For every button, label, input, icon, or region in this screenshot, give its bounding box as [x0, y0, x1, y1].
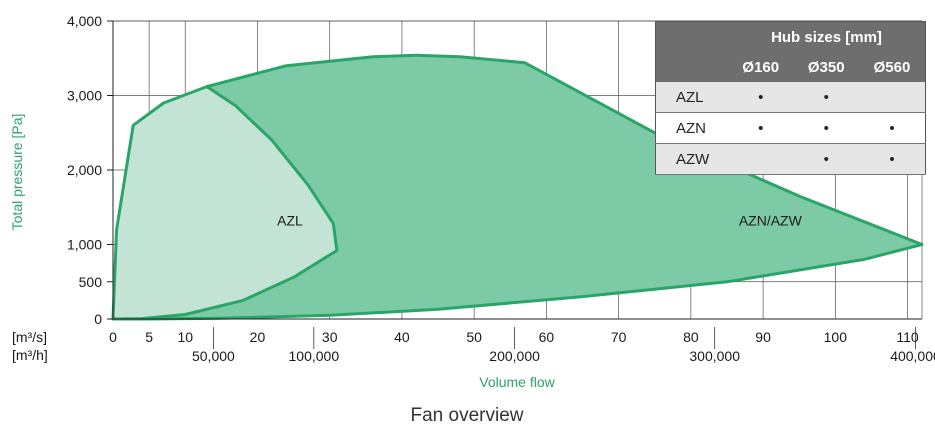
x-unit-primary: [m³/s] — [12, 329, 47, 345]
region-label: AZN/AZW — [739, 213, 803, 229]
secondary-tick-label: 50,000 — [192, 348, 235, 364]
x-tick-label: 70 — [611, 329, 627, 345]
hub-mark: • — [794, 144, 860, 175]
hub-mark: • — [794, 113, 860, 144]
x-tick-label: 100 — [824, 329, 848, 345]
table-header-spacer — [656, 22, 729, 53]
x-tick-label: 110 — [896, 329, 919, 345]
x-tick-label: 20 — [250, 329, 266, 345]
x-tick-label: 60 — [539, 329, 555, 345]
secondary-tick-label: 100,000 — [289, 348, 340, 364]
table-row: AZW • • — [656, 144, 926, 175]
x-tick-label: 50 — [466, 329, 482, 345]
x-unit-secondary: [m³/h] — [12, 347, 48, 363]
row-name: AZL — [656, 82, 729, 113]
region-label: AZL — [277, 213, 303, 229]
table-header-row: Hub sizes [mm] — [656, 22, 926, 53]
row-name: AZW — [656, 144, 729, 175]
hub-mark: • — [794, 82, 860, 113]
column-header: Ø160 — [728, 52, 794, 82]
x-tick-label: 80 — [683, 329, 699, 345]
hub-mark: • — [728, 113, 794, 144]
y-axis-title: Total pressure [Pa] — [9, 114, 25, 231]
hub-mark: • — [859, 144, 926, 175]
y-tick-label: 2,000 — [67, 162, 102, 178]
secondary-tick-label: 200,000 — [489, 348, 540, 364]
hub-mark — [859, 82, 926, 113]
y-tick-label: 3,000 — [67, 88, 102, 104]
table-row: AZL • • — [656, 82, 926, 113]
x-tick-label: 40 — [394, 329, 410, 345]
secondary-tick-label: 300,000 — [689, 348, 740, 364]
x-tick-label: 10 — [177, 329, 193, 345]
table-header-title: Hub sizes [mm] — [728, 22, 926, 53]
hub-mark: • — [728, 82, 794, 113]
chart-caption: Fan overview — [411, 405, 524, 426]
x-tick-label: 5 — [145, 329, 153, 345]
y-tick-label: 500 — [79, 274, 103, 290]
x-tick-label: 0 — [109, 329, 117, 345]
table-row: AZN • • • — [656, 113, 926, 144]
secondary-tick-label: 400,000 — [890, 348, 935, 364]
y-tick-label: 1,000 — [67, 237, 102, 253]
column-header: Ø350 — [794, 52, 860, 82]
row-name: AZN — [656, 113, 729, 144]
hub-mark: • — [859, 113, 926, 144]
table-subheader-row: Ø160 Ø350 Ø560 — [656, 52, 926, 82]
x-axis-title: Volume flow — [479, 374, 555, 390]
hub-sizes-table: Hub sizes [mm] Ø160 Ø350 Ø560 AZL • • AZ… — [655, 21, 926, 175]
hub-mark — [728, 144, 794, 175]
y-tick-label: 4,000 — [67, 13, 102, 29]
x-tick-label: 90 — [755, 329, 771, 345]
x-tick-label: 30 — [322, 329, 338, 345]
column-header: Ø560 — [859, 52, 926, 82]
y-tick-label: 0 — [94, 311, 102, 327]
table-subheader-spacer — [656, 52, 729, 82]
